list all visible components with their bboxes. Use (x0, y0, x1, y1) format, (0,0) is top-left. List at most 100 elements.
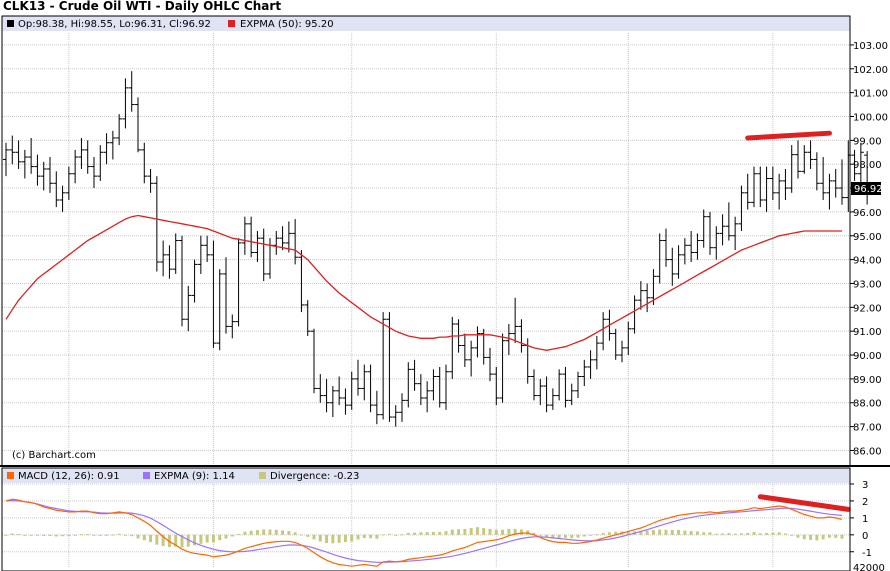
ohlc-bar (166, 245, 173, 279)
divergence-bar (538, 534, 542, 536)
ohlc-bar (681, 238, 688, 265)
ohlc-bar (3, 142, 9, 177)
divergence-bar (98, 534, 102, 536)
price-tick-label: 95.00 (853, 232, 882, 243)
chart-title: CLK13 - Crude Oil WTI - Daily OHLC Chart (3, 0, 281, 13)
last-price-label: 96.92 (854, 184, 883, 195)
ohlc-bar (449, 316, 456, 379)
divergence-bar (733, 533, 737, 535)
divergence-bar (664, 529, 668, 535)
ohlc-bar (197, 235, 204, 274)
divergence-bar (488, 528, 492, 535)
ohlc-bar (15, 140, 22, 169)
divergence-bar (695, 531, 699, 535)
ohlc-bar (392, 405, 399, 427)
divergence-bar (343, 534, 347, 543)
ohlc-bar (348, 371, 355, 410)
ohlc-bar (304, 300, 311, 336)
divergence-bar (149, 534, 153, 543)
ohlc-bar (53, 171, 60, 208)
divergence-bar (771, 532, 775, 535)
ohlc-bar (47, 157, 53, 193)
macd-tick-label: 2 (862, 497, 868, 508)
divergence-bar (35, 534, 39, 536)
ohlc-bar (128, 71, 135, 112)
ohlc-bar (204, 235, 211, 263)
divergence-bar (482, 528, 486, 535)
ohlc-bar (776, 173, 783, 210)
divergence-bar (186, 534, 190, 547)
ohlc-bar (355, 359, 361, 396)
divergence-bar (519, 529, 523, 535)
divergence-bar (306, 534, 310, 537)
divergence-bar (394, 534, 398, 536)
divergence-bar (105, 534, 109, 536)
divergence-bar (507, 528, 511, 535)
macd-bottom-clipped-label: 42000 (853, 563, 885, 571)
price-tick-label: 102.00 (853, 65, 888, 76)
price-tick-label: 91.00 (853, 327, 882, 338)
ohlc-bar (575, 371, 581, 398)
ohlc-bar (241, 216, 248, 255)
ohlc-bar (135, 97, 141, 153)
divergence-bar (576, 534, 580, 538)
macd-legend-swatch (7, 472, 14, 479)
divergence-bar (746, 532, 750, 535)
divergence-bar (809, 534, 813, 540)
ohlc-bar (795, 140, 801, 179)
divergence-bar (224, 534, 228, 539)
divergence-bar (582, 534, 586, 537)
ohlc-bar (216, 269, 223, 351)
macd-tick-label: 3 (862, 480, 868, 491)
ohlc-bar (172, 233, 179, 274)
ohlc-bar (373, 390, 380, 425)
price-tick-label: 86.00 (853, 446, 882, 457)
divergence-bar (369, 534, 373, 539)
ohlc-bar (430, 369, 437, 401)
divergence-legend-swatch (259, 472, 266, 479)
ohlc-bar (361, 364, 368, 401)
divergence-bar (802, 534, 806, 540)
ohlc-bar (380, 312, 387, 420)
divergence-bar (450, 529, 454, 535)
ohlc-bar (273, 230, 280, 255)
ohlc-bar (116, 114, 123, 146)
ohlc-bar (518, 319, 525, 353)
ohlc-bar (512, 297, 519, 344)
axes: 86.00 87.00 88.00 89.00 90.00 91.00 92.00 93.00… (0, 15, 890, 571)
price-tick-label: 100.00 (853, 112, 888, 123)
ohlc-bar (499, 333, 506, 403)
ohlc-bar (235, 238, 242, 327)
divergence-bar (61, 534, 65, 537)
divergence-bar (827, 534, 831, 538)
divergence-bar (557, 534, 561, 539)
divergence-bar (356, 534, 360, 540)
divergence-bar (545, 534, 549, 538)
ohlc-bar (700, 209, 707, 248)
ohlc-bar (757, 166, 764, 208)
ohlc-bar (732, 216, 739, 251)
divergence-bar (205, 534, 209, 543)
macd-tick-label: 1 (862, 514, 868, 525)
price-tick-label: 103.00 (853, 41, 888, 52)
divergence-bar (54, 534, 58, 537)
ohlc-bar (298, 250, 305, 313)
divergence-bar (199, 534, 203, 544)
divergence-legend-label: Divergence: -0.23 (270, 471, 359, 482)
divergence-bar (595, 534, 599, 536)
ohlc-bar (656, 233, 663, 284)
divergence-bar (312, 534, 316, 540)
divergence-bar (268, 529, 272, 535)
divergence-bar (331, 534, 335, 544)
expma-50-line (5, 214, 842, 351)
macd-legend-band (2, 468, 850, 483)
ohlc-bar (493, 366, 500, 406)
divergence-bar (645, 530, 649, 535)
ohlc-bar (713, 226, 720, 260)
signal-line (5, 499, 843, 563)
divergence-bar (639, 531, 643, 535)
divergence-bar (92, 534, 96, 536)
ohlc-bar (21, 149, 28, 179)
ohlc-legend-swatch (7, 20, 14, 27)
